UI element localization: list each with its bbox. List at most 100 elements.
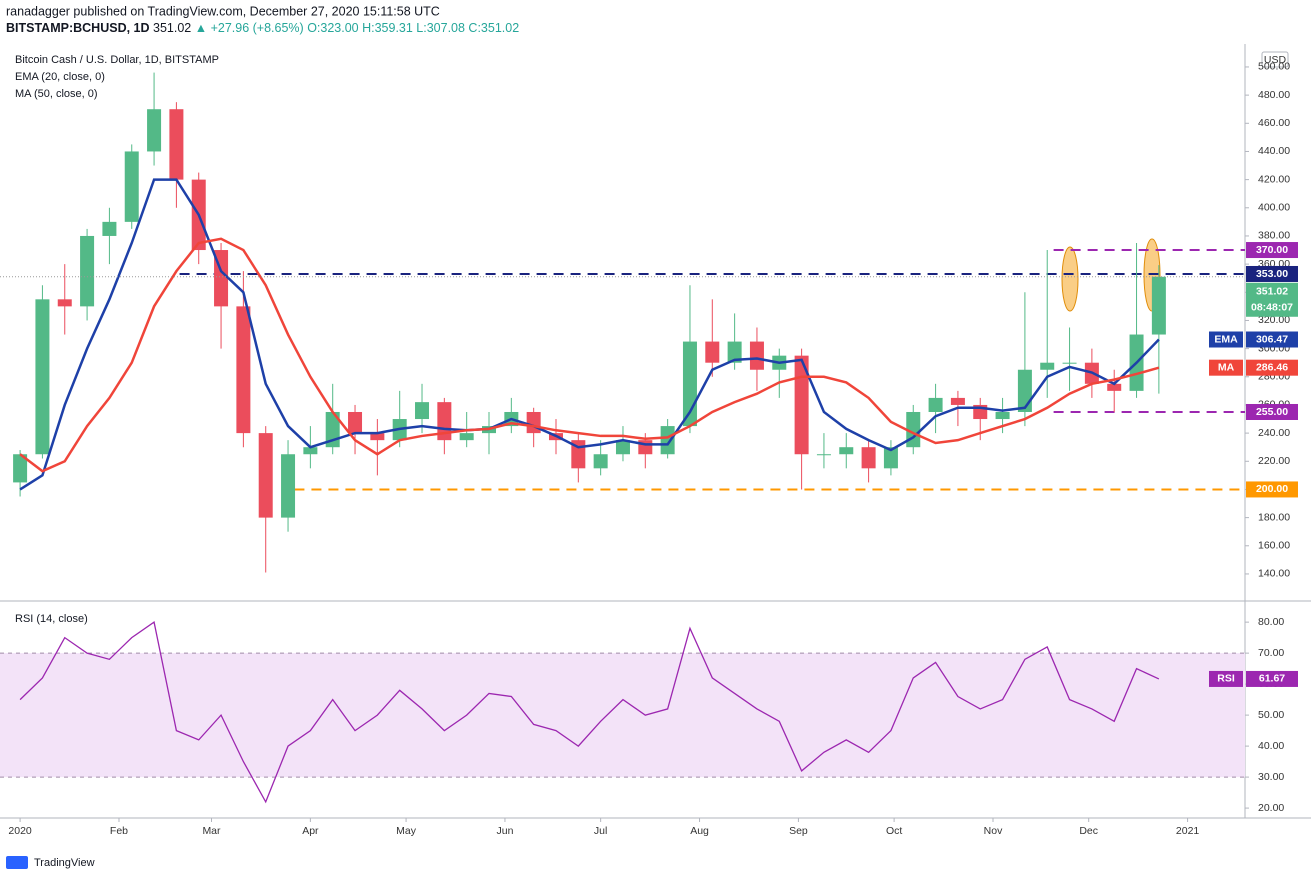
last-price: 351.02 xyxy=(1256,286,1288,298)
candle-body xyxy=(816,454,831,456)
series-last-value-box xyxy=(1246,359,1298,376)
y-tick-label: 380.00 xyxy=(1258,230,1290,242)
series-last-value: 286.46 xyxy=(1256,361,1288,373)
logo xyxy=(6,856,28,869)
candle-body xyxy=(950,397,965,405)
countdown: 08:48:07 xyxy=(1251,302,1293,314)
y-tick-label: 440.00 xyxy=(1258,145,1290,157)
y-tick-label: 220.00 xyxy=(1258,455,1290,467)
candle-body xyxy=(1151,276,1166,335)
series-tag-box xyxy=(1209,331,1243,348)
series-last-value-box xyxy=(1246,670,1298,687)
candle-body xyxy=(57,299,72,307)
candle-body xyxy=(526,411,541,434)
candle-body xyxy=(749,341,764,370)
y-tick-label: 140.00 xyxy=(1258,568,1290,580)
y-tick-label: 160.00 xyxy=(1258,540,1290,552)
candle-body xyxy=(660,426,675,455)
x-tick-label: 2021 xyxy=(1176,825,1200,837)
x-tick-label: Aug xyxy=(690,825,709,837)
candle-body xyxy=(415,402,430,420)
last-price: 351.02 xyxy=(153,21,191,35)
x-tick-label: Nov xyxy=(984,825,1003,837)
published-line: ranadagger published on TradingView.com,… xyxy=(6,4,440,18)
series-tag: MA xyxy=(1218,361,1235,373)
series-last-value: 61.67 xyxy=(1259,673,1285,685)
y-tick-label: 500.00 xyxy=(1258,61,1290,73)
x-tick-label: Sep xyxy=(789,825,808,837)
candle-body xyxy=(1062,362,1077,364)
level-label: 200.00 xyxy=(1256,483,1288,495)
x-tick-label: Dec xyxy=(1079,825,1098,837)
y-tick-label: 460.00 xyxy=(1258,117,1290,129)
x-tick-label: Oct xyxy=(886,825,902,837)
y-tick-label: 50.00 xyxy=(1258,709,1284,721)
series-line xyxy=(19,178,1160,491)
level-label: 255.00 xyxy=(1256,406,1288,418)
candle-body xyxy=(370,433,385,441)
legend-ema: EMA (20, close, 0) xyxy=(15,71,105,83)
rsi-band xyxy=(0,653,1245,778)
candle-body xyxy=(437,402,452,441)
series-tag: EMA xyxy=(1214,333,1238,345)
candle-body xyxy=(459,433,474,441)
y-tick-label: 320.00 xyxy=(1258,314,1290,326)
candle-body xyxy=(281,454,296,518)
y-tick-label: 70.00 xyxy=(1258,647,1284,659)
symbol-line: BITSTAMP:BCHUSD, 1D 351.02 ▲ +27.96 (+8.… xyxy=(6,21,519,35)
candle-body xyxy=(1040,362,1055,370)
candle-body xyxy=(995,411,1010,420)
candle-body xyxy=(13,454,28,483)
candle-body xyxy=(883,447,898,469)
y-tick-label: 30.00 xyxy=(1258,771,1284,783)
candle-body xyxy=(124,151,139,222)
x-tick-label: 2020 xyxy=(8,825,32,837)
rsi-pane-title: RSI (14, close) xyxy=(15,613,88,625)
y-tick-label: 480.00 xyxy=(1258,89,1290,101)
series-line xyxy=(19,237,1160,473)
candle-body xyxy=(236,306,251,434)
candle-body xyxy=(928,397,943,412)
y-tick-label: 420.00 xyxy=(1258,173,1290,185)
candle-body xyxy=(794,355,809,455)
series-tag-box xyxy=(1209,670,1243,687)
y-tick-label: 240.00 xyxy=(1258,427,1290,439)
candle-body xyxy=(102,221,117,236)
y-tick-label: 400.00 xyxy=(1258,202,1290,214)
y-tick-label: 20.00 xyxy=(1258,802,1284,814)
highlight-ellipse xyxy=(1061,246,1079,312)
series-last-value: 306.47 xyxy=(1256,333,1288,345)
unit-label: USD xyxy=(1264,54,1287,66)
candle-body xyxy=(80,235,95,307)
x-tick-label: May xyxy=(396,825,417,837)
brand: TradingView xyxy=(34,857,95,869)
series-line xyxy=(19,621,1160,804)
price-pane-title: Bitcoin Cash / U.S. Dollar, 1D, BITSTAMP xyxy=(15,54,219,66)
candle-body xyxy=(839,447,854,455)
level-label-box xyxy=(1246,242,1298,259)
symbol: BITSTAMP:BCHUSD, 1D xyxy=(6,21,150,35)
level-label-box xyxy=(1246,403,1298,420)
x-tick-label: Apr xyxy=(302,825,319,837)
ohlc: O:323.00 H:359.31 L:307.08 C:351.02 xyxy=(307,21,519,35)
x-tick-label: Jun xyxy=(496,825,513,837)
unit-box xyxy=(1261,51,1289,68)
candle-body xyxy=(35,299,50,455)
y-tick-label: 40.00 xyxy=(1258,740,1284,752)
y-tick-label: 80.00 xyxy=(1258,616,1284,628)
x-tick-label: Feb xyxy=(110,825,128,837)
candle-body xyxy=(1107,383,1122,391)
candle-body xyxy=(303,447,318,455)
last-price-box xyxy=(1246,282,1298,317)
x-tick-label: Mar xyxy=(202,825,221,837)
candle-body xyxy=(258,433,273,518)
candle-body xyxy=(615,440,630,455)
y-tick-label: 180.00 xyxy=(1258,511,1290,523)
level-label-box xyxy=(1246,481,1298,498)
series-tag-box xyxy=(1209,359,1243,376)
candle-body xyxy=(727,341,742,363)
series-tag: RSI xyxy=(1217,673,1235,685)
series-last-value-box xyxy=(1246,331,1298,348)
